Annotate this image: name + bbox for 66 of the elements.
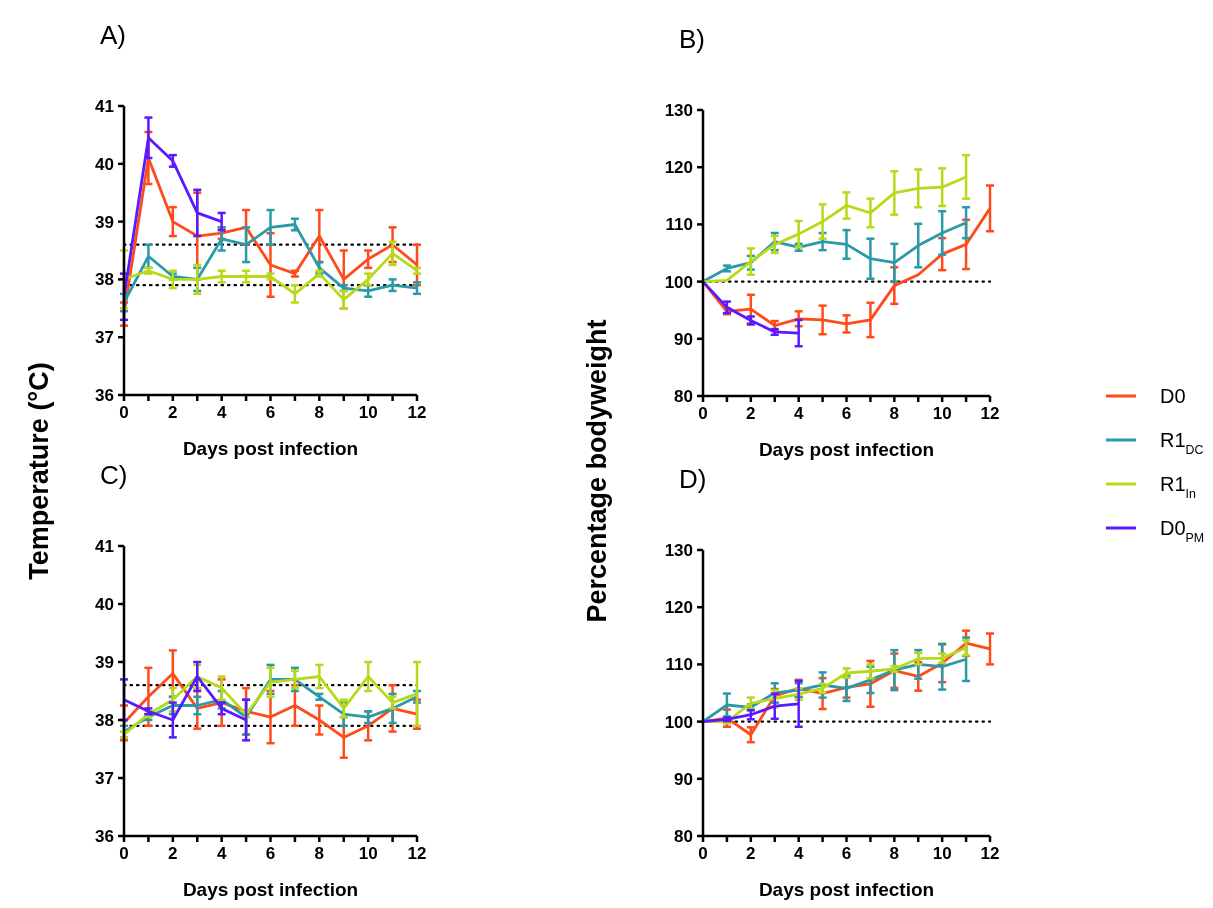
- y-tick-label: 90: [674, 769, 693, 789]
- x-axis-title: Days post infection: [182, 438, 359, 459]
- x-tick-label: 8: [314, 844, 325, 863]
- x-axis-title: Days post infection: [182, 879, 359, 900]
- x-tick-label: 10: [932, 404, 952, 423]
- y-tick-label: 40: [95, 594, 114, 614]
- y-tick-label: 90: [674, 329, 693, 349]
- x-tick-label: 10: [358, 403, 378, 422]
- legend-label: D0$_{PM}$: [1160, 517, 1205, 545]
- y-tick-label: 110: [665, 655, 693, 675]
- x-tick-label: 10: [932, 844, 952, 863]
- x-tick-label: 12: [980, 844, 1000, 863]
- x-tick-label: 12: [407, 844, 427, 863]
- text: B): [679, 24, 705, 54]
- x-tick-label: 2: [168, 403, 178, 422]
- y-tick-label: 80: [674, 386, 693, 406]
- y-tick-label: 120: [664, 158, 693, 178]
- x-tick-label: 0: [698, 844, 708, 863]
- x-tick-label: 12: [980, 404, 1000, 423]
- x-tick-label: 4: [216, 403, 227, 422]
- y-tick-label: 130: [664, 540, 693, 560]
- x-axis-title: Days post infection: [758, 439, 935, 460]
- y-tick-label: 36: [95, 826, 114, 846]
- y-tick-label: 39: [95, 652, 114, 672]
- x-axis-title: Days post infection: [758, 879, 935, 900]
- y-tick-label: 100: [664, 272, 693, 292]
- y-tick-label: 120: [664, 598, 693, 618]
- text: A): [100, 20, 126, 50]
- y-tick-label: 41: [95, 536, 114, 556]
- y-axis-title: Percentage bodyweight: [582, 319, 612, 623]
- y-tick-label: 40: [95, 154, 114, 174]
- y-tick-label: 100: [664, 712, 693, 732]
- text: D): [679, 464, 707, 494]
- x-tick-label: 4: [793, 404, 804, 423]
- x-tick-label: 6: [265, 844, 276, 863]
- legend-label: D0: [1160, 385, 1186, 407]
- y-tick-label: 36: [95, 385, 114, 405]
- y-tick-label: 80: [674, 826, 693, 846]
- y-tick-label: 38: [95, 270, 114, 290]
- y-tick-label: 37: [95, 768, 114, 788]
- text: C): [100, 460, 128, 490]
- x-tick-label: 10: [358, 844, 378, 863]
- y-tick-label: 38: [95, 710, 114, 730]
- x-tick-label: 12: [407, 403, 427, 422]
- x-tick-label: 2: [746, 404, 756, 423]
- x-tick-label: 8: [889, 844, 900, 863]
- legend-label: R1$_{In}$: [1160, 473, 1197, 501]
- x-tick-label: 0: [698, 404, 708, 423]
- x-tick-label: 8: [314, 403, 325, 422]
- legend-label: R1$_{DC}$: [1160, 429, 1204, 457]
- x-tick-label: 8: [889, 404, 900, 423]
- x-tick-label: 4: [216, 844, 227, 863]
- x-tick-label: 6: [841, 844, 852, 863]
- y-tick-label: 39: [95, 212, 114, 232]
- y-axis-title: Temperature (°C): [24, 362, 54, 580]
- x-tick-label: 4: [793, 844, 804, 863]
- x-tick-label: 6: [265, 403, 276, 422]
- y-tick-label: 41: [95, 96, 114, 116]
- x-tick-label: 2: [168, 844, 178, 863]
- y-tick-label: 130: [664, 100, 693, 120]
- y-tick-label: 37: [95, 328, 114, 348]
- y-tick-label: 110: [665, 215, 693, 235]
- x-tick-label: 0: [119, 403, 129, 422]
- x-tick-label: 2: [746, 844, 756, 863]
- x-tick-label: 0: [119, 844, 129, 863]
- x-tick-label: 6: [841, 404, 852, 423]
